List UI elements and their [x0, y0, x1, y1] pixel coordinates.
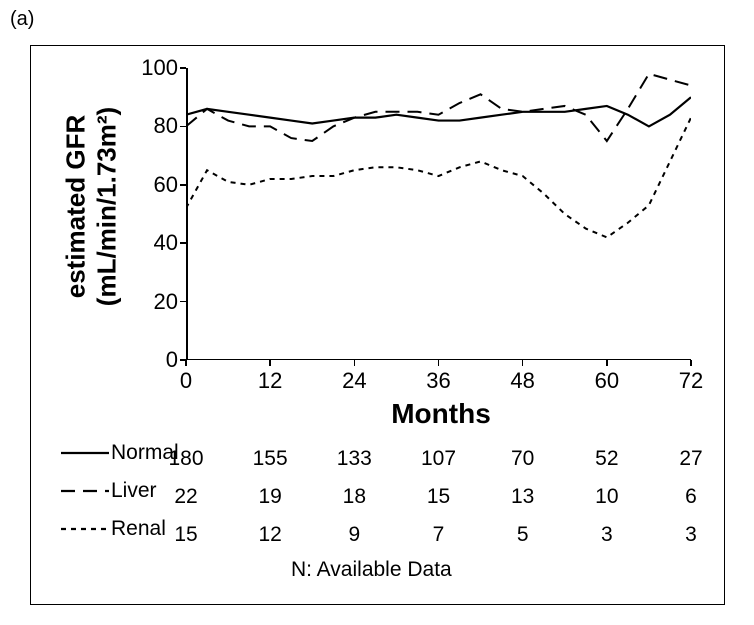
legend-row-normal: Normal180155133107705227 [61, 441, 701, 479]
legend-cell: 19 [233, 485, 307, 509]
legend-cell: 6 [654, 485, 728, 509]
legend-swatch-renal [61, 518, 109, 540]
legend-cell: 155 [233, 447, 307, 471]
series-svg [186, 68, 691, 360]
legend-cell: 22 [149, 485, 223, 509]
x-tick [690, 360, 692, 366]
legend-cell: 180 [149, 447, 223, 471]
x-tick [354, 360, 356, 366]
chart-box: estimated GFR (mL/min/1.73m²) 0204060801… [30, 45, 725, 605]
x-tick [522, 360, 524, 366]
y-tick [180, 242, 186, 244]
legend-cell: 7 [402, 523, 476, 547]
figure-root: (a) estimated GFR (mL/min/1.73m²) 020406… [0, 0, 754, 625]
x-tick-label: 12 [250, 368, 290, 394]
panel-label: (a) [10, 8, 34, 31]
x-tick-label: 72 [671, 368, 711, 394]
legend-swatch-liver [61, 480, 109, 502]
legend-cell: 12 [233, 523, 307, 547]
legend-row-liver: Liver2219181513106 [61, 479, 701, 517]
y-tick-label: 60 [118, 172, 178, 198]
legend-cell: 5 [486, 523, 560, 547]
x-tick-label: 0 [166, 368, 206, 394]
y-tick [180, 67, 186, 69]
series-renal [186, 118, 691, 238]
legend-cell: 27 [654, 447, 728, 471]
legend-cell: 3 [570, 523, 644, 547]
y-tick [180, 301, 186, 303]
x-tick [269, 360, 271, 366]
x-tick-label: 36 [419, 368, 459, 394]
y-tick-label: 20 [118, 289, 178, 315]
legend-cell: 18 [317, 485, 391, 509]
legend-cell: 107 [402, 447, 476, 471]
x-tick [606, 360, 608, 366]
legend-cell: 52 [570, 447, 644, 471]
x-tick-label: 60 [587, 368, 627, 394]
series-liver [186, 74, 691, 141]
legend-cell: 9 [317, 523, 391, 547]
legend-row-renal: Renal151297533 [61, 517, 701, 555]
y-tick [180, 126, 186, 128]
x-tick [185, 360, 187, 366]
legend-caption: N: Available Data [291, 558, 452, 582]
legend-cell: 133 [317, 447, 391, 471]
y-axis-title-line1: estimated GFR [61, 77, 92, 337]
legend-table: Normal180155133107705227Liver22191815131… [61, 441, 701, 555]
plot-area: 0204060801000122436486072 [186, 68, 691, 360]
x-tick [438, 360, 440, 366]
legend-cell: 70 [486, 447, 560, 471]
legend-cell: 10 [570, 485, 644, 509]
x-axis-title: Months [331, 398, 551, 430]
y-tick-label: 80 [118, 113, 178, 139]
y-tick-label: 40 [118, 230, 178, 256]
series-normal [186, 97, 691, 126]
legend-cell: 3 [654, 523, 728, 547]
x-tick-label: 48 [503, 368, 543, 394]
legend-cell: 13 [486, 485, 560, 509]
x-tick-label: 24 [334, 368, 374, 394]
legend-cell: 15 [402, 485, 476, 509]
legend-cell: 15 [149, 523, 223, 547]
y-tick [180, 184, 186, 186]
y-tick-label: 100 [118, 55, 178, 81]
legend-swatch-normal [61, 442, 109, 464]
